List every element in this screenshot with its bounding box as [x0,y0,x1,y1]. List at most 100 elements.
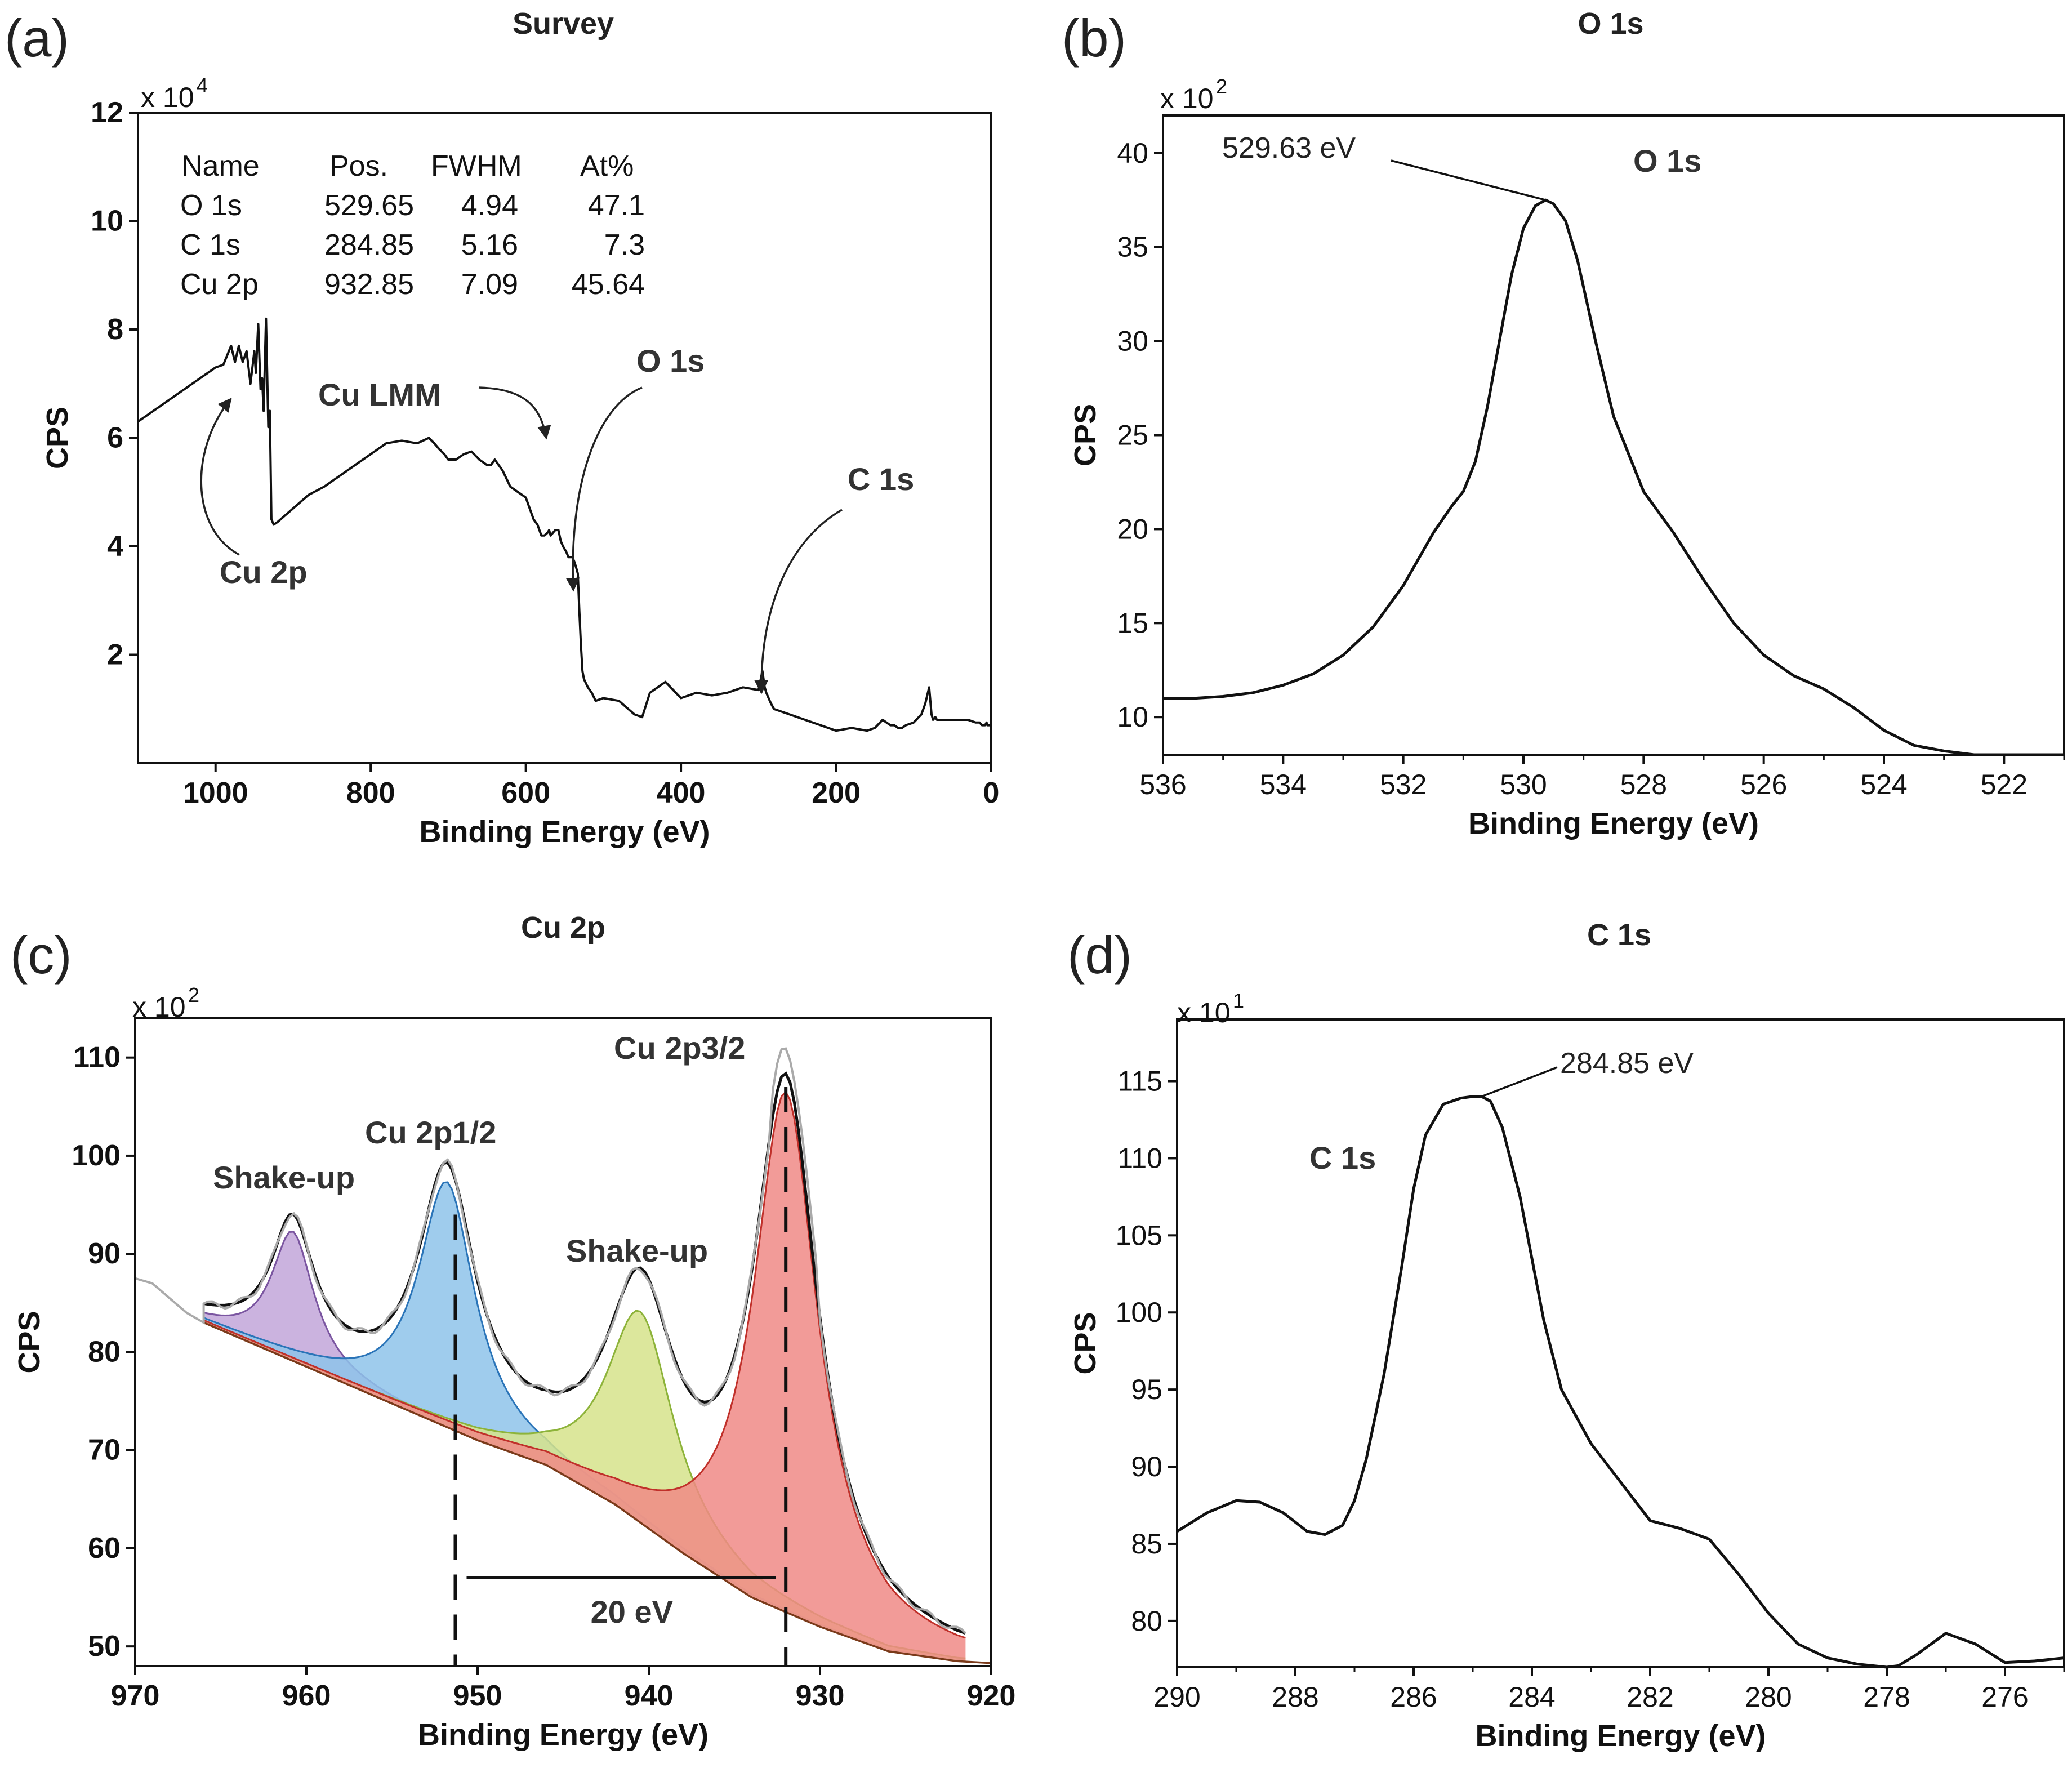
y-axis-label: CPS [1068,1312,1102,1374]
y-tick-label: 40 [1117,137,1148,169]
component-edge [203,1090,966,1639]
annotation-cu-lmm: Cu LMM [318,377,441,412]
y-tick-label: 100 [72,1139,121,1172]
panel-b-plot-frame [1162,114,2065,756]
table-cell: 284.85 [324,229,414,261]
panel-d-c1s-curve [1176,1095,2065,1669]
x-tick-label: 960 [282,1680,331,1712]
x-tick-label: 600 [501,777,550,809]
panel-b-multiplier: x 10 2 [1160,75,1227,114]
panel-a: (a) Survey x 10 4 1000 800 600 400 200 024681… [5,7,999,849]
x-tick-label: 1000 [183,777,248,809]
y-tick-label: 115 [1117,1066,1162,1097]
y-tick-label: 10 [91,205,123,238]
label-cu2p32: Cu 2p3/2 [614,1030,745,1066]
panel-c-letter: (c) [10,925,72,985]
x-axis-label: Binding Energy (eV) [418,1718,709,1752]
y-tick-label: 10 [1117,701,1148,733]
annotation-o1s: O 1s [636,343,705,378]
x-tick-label: 930 [796,1680,845,1712]
x-axis-label: Binding Energy (eV) [1468,807,1759,840]
y-tick-label: 50 [88,1630,121,1663]
x-tick-label: 0 [983,777,1000,809]
panel-d: (d) C 1s x 10 1 290 288 286 284 282 280 278 276… [1067,918,2065,1753]
arrow-c1s [754,509,843,694]
y-tick-label: 85 [1131,1528,1162,1560]
label-cu2p12: Cu 2p1/2 [365,1115,496,1150]
y-tick-label: 110 [1117,1142,1162,1174]
x-tick-label: 528 [1620,769,1667,800]
y-tick-label: 105 [1116,1219,1162,1251]
x-tick-label: 290 [1153,1681,1200,1713]
panel-b-inner-label: O 1s [1633,143,1701,179]
y-tick-label: 15 [1117,607,1148,639]
x-axis-label: Binding Energy (eV) [1475,1719,1766,1753]
x-tick-label: 800 [346,777,395,809]
panel-c-splitting-label: 20 eV [591,1594,673,1629]
y-tick-label: 25 [1117,420,1148,451]
x-axis-label: Binding Energy (eV) [419,815,710,849]
y-tick-label: 110 [73,1041,121,1074]
y-tick-label: 90 [1131,1451,1162,1482]
panel-c-plot-frame [134,1017,992,1667]
y-tick-label: 30 [1117,326,1148,357]
panel-d-peak-label: 284.85 eV [1560,1047,1694,1080]
x-tick-label: 526 [1740,769,1787,800]
y-tick-label: 6 [107,422,123,455]
x-tick-label: 522 [1981,769,2028,800]
table-header: Name [181,150,260,182]
x-tick-label: 278 [1863,1681,1910,1713]
y-tick-label: 60 [88,1532,121,1565]
panel-b-o1s-curve [1163,198,2064,756]
panel-d-letter: (d) [1067,925,1132,985]
x-tick-label: 400 [657,777,706,809]
x-tick-label: 534 [1260,769,1307,800]
x-tick-label: 282 [1627,1681,1673,1713]
table-header: At% [580,150,634,182]
panel-a-multiplier-exp: 4 [197,74,208,97]
x-tick-label: 920 [967,1680,1016,1712]
table-cell: 7.3 [604,229,645,261]
panel-b-axes: 536 534 532 530 528 526 524 522 10 15 20 25 30 35 40 Bi… [1068,137,2065,840]
panel-d-peak-leader [1481,1066,1558,1098]
panel-c: (c) Cu 2p x 10 2 970 960 950 940 930 920 50 60 7… [10,911,1015,1752]
panel-a-multiplier: x 10 4 [141,74,208,113]
table-cell: 7.09 [461,268,518,301]
x-tick-label: 524 [1860,769,1907,800]
panel-a-plot-frame [137,112,992,764]
x-tick-label: 532 [1380,769,1427,800]
table-cell: Cu 2p [180,268,259,301]
panel-d-title: C 1s [1587,918,1651,952]
table-header: FWHM [431,150,522,182]
panel-d-multiplier: x 10 1 [1177,989,1244,1028]
panel-b: (b) O 1s x 10 2 536 534 532 530 528 526 524 522… [1062,7,2065,840]
x-tick-label: 950 [453,1680,502,1712]
arrow-o1s [565,386,643,592]
x-tick-label: 536 [1139,769,1186,800]
table-cell: C 1s [180,229,240,261]
panel-b-letter: (b) [1062,8,1126,68]
arrow-cu2p [200,398,240,556]
panel-d-multiplier-base: x 10 [1177,997,1231,1028]
x-tick-label: 280 [1745,1681,1792,1713]
panel-a-title: Survey [513,7,614,41]
panel-c-title: Cu 2p [521,911,605,945]
panel-b-multiplier-base: x 10 [1160,83,1214,114]
y-tick-label: 35 [1117,231,1148,263]
panel-a-axes: 1000 800 600 400 200 0 2 4 6 8 10 12 Binding Energy … [41,96,999,849]
x-tick-label: 276 [1981,1681,2028,1713]
annotation-cu2p: Cu 2p [220,554,308,590]
y-tick-label: 80 [88,1335,121,1368]
x-tick-label: 200 [812,777,861,809]
panel-d-inner-label: C 1s [1309,1140,1376,1175]
table-cell: O 1s [180,189,242,222]
panel-b-peak-leader [1391,159,1546,201]
panel-d-plot-frame [1176,1018,2065,1668]
x-tick-label: 970 [111,1680,160,1712]
panel-b-multiplier-exp: 2 [1216,75,1227,98]
panel-a-survey-curve [137,317,991,732]
panel-a-multiplier-base: x 10 [141,82,194,113]
table-cell: 4.94 [461,189,518,222]
y-tick-label: 8 [107,313,123,346]
